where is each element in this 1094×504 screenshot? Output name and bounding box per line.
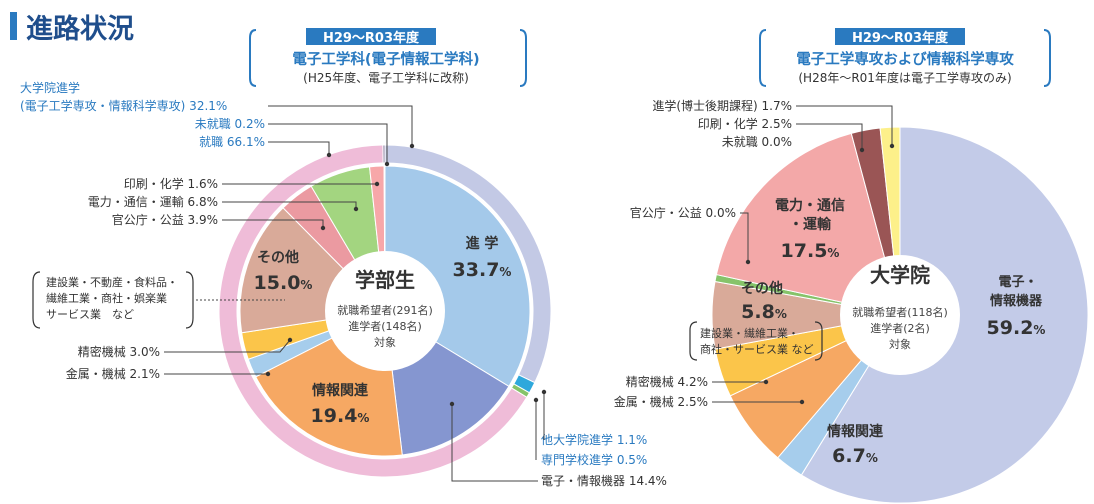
right-other-note-line1: 建設業・繊維工業・ — [700, 326, 799, 340]
right-center-text: 大学院 就職希望者(118名) 進学者(2名) 対象 — [852, 263, 948, 351]
right-center-line2: 進学者(2名) — [870, 321, 930, 335]
left-center-line1: 就職希望者(291名) — [337, 303, 433, 317]
right-slice-label-denshi-1: 電子・ — [998, 275, 1037, 290]
left-other-note-line2: 繊維工業・商社・娯楽業 — [46, 291, 167, 305]
left-center-line3: 対象 — [374, 335, 396, 349]
label-kankoucho-right: 官公庁・公益 0.0% — [630, 205, 736, 220]
right-center-line3: 対象 — [889, 337, 911, 351]
label-senmon: 専門学校進学 0.5% — [541, 452, 647, 467]
right-center-hole — [840, 255, 960, 375]
left-other-note-line3: サービス業 など — [46, 308, 134, 321]
right-slice-label-denshi-2: 情報機器 — [990, 293, 1043, 309]
left-center-hole — [325, 251, 445, 371]
left-outer-slice-4 — [382, 144, 386, 164]
left-slice-pct-joho: 19.4% — [311, 405, 370, 427]
left-other-note-line1: 建設業・不動産・食料品・ — [46, 275, 178, 289]
left-chart-note: (H25年度、電子工学科に改称) — [303, 70, 469, 85]
label-hakase: 進学(博士後期課程) 1.7% — [652, 98, 792, 113]
left-outer-labels: 大学院進学 (電子工学専攻・情報科学専攻) 32.1% 未就職 0.2% 就職 … — [20, 80, 415, 167]
right-chart-title: 電子工学専攻および情報科学専攻 — [796, 50, 1014, 68]
label-seimitsu-right: 精密機械 4.2% — [626, 374, 708, 389]
label-shushoku: 就職 66.1% — [199, 135, 265, 149]
right-slice-label-sonota: その他 — [741, 280, 783, 297]
right-top-labels: 進学(博士後期課程) 1.7% 印刷・化学 2.5% 未就職 0.0% 官公庁・… — [630, 98, 895, 265]
right-other-note: 建設業・繊維工業・ 商社・サービス業 など — [689, 321, 823, 361]
left-chart-title: 電子工学科(電子情報工学科) — [292, 50, 479, 68]
left-header: H29〜R03年度 電子工学科(電子情報工学科) (H25年度、電子工学科に改称… — [249, 28, 527, 87]
label-tadaigakuin: 他大学院進学 1.1% — [541, 432, 647, 447]
left-badge-text: H29〜R03年度 — [323, 30, 420, 46]
label-mishushoku-right: 未就職 0.0% — [722, 135, 792, 149]
left-bottom-labels: 他大学院進学 1.1% 専門学校進学 0.5% 電子・情報機器 14.4% — [449, 389, 667, 488]
left-badge — [306, 28, 436, 45]
left-outer-ring — [218, 144, 552, 478]
right-slice-pct-joho: 6.7% — [832, 445, 878, 467]
right-chart-note: (H28年〜R01年度は電子工学専攻のみ) — [798, 70, 1011, 85]
label-daigakuin-line2: (電子工学専攻・情報科学専攻) 32.1% — [20, 98, 227, 113]
left-slice-pct-shingaku: 33.7% — [453, 259, 512, 281]
left-slice-label-joho: 情報関連 — [312, 382, 369, 399]
left-slice-label-sonota: その他 — [257, 249, 299, 266]
left-other-note: 建設業・不動産・食料品・ 繊維工業・商社・娯楽業 サービス業 など — [32, 271, 285, 329]
label-insatsu: 印刷・化学 1.6% — [124, 176, 218, 191]
title-bar-accent — [10, 12, 17, 40]
label-denryoku: 電力・通信・運輸 6.8% — [88, 194, 218, 209]
right-header: H29〜R03年度 電子工学専攻および情報科学専攻 (H28年〜R01年度は電子… — [759, 28, 1051, 87]
label-insatsu-right: 印刷・化学 2.5% — [698, 116, 792, 131]
left-inner-labels: 印刷・化学 1.6% 電力・通信・運輸 6.8% 官公庁・公益 3.9% 精密機… — [66, 176, 380, 381]
right-slice-pct-denryoku: 17.5% — [781, 240, 840, 262]
right-slice-label-denryoku-1: 電力・通信 — [775, 197, 845, 214]
label-daigakuin-line1: 大学院進学 — [20, 80, 80, 95]
label-denshi-joho-left: 電子・情報機器 14.4% — [541, 473, 667, 488]
right-slice-pct-sonota: 5.8% — [741, 301, 787, 323]
right-center-title: 大学院 — [870, 263, 930, 287]
left-center-line2: 進学者(148名) — [348, 319, 422, 333]
right-slice-pct-denshi: 59.2% — [987, 317, 1046, 339]
right-badge — [835, 28, 965, 45]
label-seimitsu: 精密機械 3.0% — [78, 344, 160, 359]
right-other-note-line2: 商社・サービス業 など — [700, 342, 814, 356]
left-center-text: 学部生 就職希望者(291名) 進学者(148名) 対象 — [337, 268, 433, 349]
page-title: 進路状況 — [26, 13, 134, 45]
right-slice-label-joho: 情報関連 — [827, 423, 884, 440]
right-slice-6 — [715, 132, 901, 316]
left-slice-pct-sonota: 15.0% — [254, 272, 313, 294]
right-slice-label-denryoku-2: ・運輸 — [789, 216, 832, 233]
left-center-title: 学部生 — [355, 268, 415, 292]
right-bottom-labels: 精密機械 4.2% 金属・機械 2.5% — [614, 374, 805, 409]
left-outer-slice-3 — [218, 144, 528, 478]
left-slice-label-shingaku: 進 学 — [466, 235, 499, 252]
label-kankoucho: 官公庁・公益 3.9% — [112, 212, 218, 227]
right-center-line1: 就職希望者(118名) — [852, 305, 948, 319]
label-kinzoku-right: 金属・機械 2.5% — [614, 394, 708, 409]
right-badge-text: H29〜R03年度 — [852, 30, 949, 46]
label-mishushoku-outer: 未就職 0.2% — [195, 117, 265, 131]
label-kinzoku: 金属・機械 2.1% — [66, 366, 160, 381]
